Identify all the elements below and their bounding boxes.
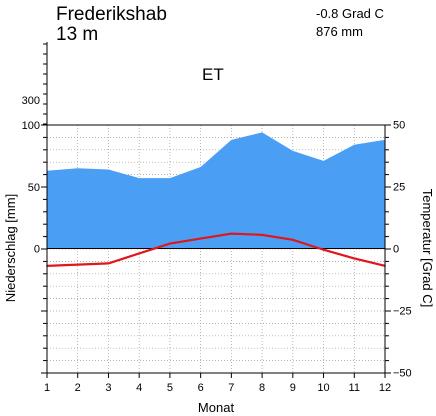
temperature-point	[292, 239, 294, 241]
temperature-point	[322, 248, 325, 251]
temperature-point	[169, 242, 171, 245]
x-tick-label: 9	[290, 382, 296, 394]
temperature-point	[230, 232, 233, 235]
right-tick-label: −50	[393, 368, 412, 380]
temperature-point	[138, 252, 140, 255]
station-name: Frederikshab	[56, 4, 167, 25]
station-elevation: 13 m	[56, 24, 98, 45]
precipitation-area	[47, 132, 385, 249]
x-tick-label: 10	[317, 382, 329, 394]
x-tick-label: 4	[136, 382, 142, 394]
right-tick-label: 0	[393, 244, 399, 256]
mean-temperature: -0.8 Grad C	[316, 6, 384, 21]
temperature-point	[353, 257, 356, 260]
y-axis-label-right: Temperatur [Grad C]	[420, 189, 435, 308]
right-tick-label: 25	[393, 182, 405, 194]
precipitation-area-fill	[47, 132, 385, 249]
right-tick-label: −25	[393, 306, 412, 318]
temperature-point	[107, 262, 110, 265]
x-tick-label: 8	[259, 382, 265, 394]
axes	[41, 42, 391, 378]
x-axis-label: Monat	[198, 400, 235, 415]
left-tick-label: 0	[34, 244, 40, 256]
annual-precipitation: 876 mm	[316, 24, 363, 39]
x-tick-label: 7	[228, 382, 234, 394]
y-axis-label-left: Niederschlag [mm]	[3, 194, 18, 302]
left-tick-label: 50	[28, 182, 40, 194]
x-tick-label: 3	[105, 382, 111, 394]
temperature-series-line	[46, 232, 386, 267]
temperature-point	[261, 234, 263, 236]
temperature-line	[46, 232, 386, 267]
x-tick-label: 5	[167, 382, 173, 394]
x-tick-label: 1	[44, 382, 50, 394]
temperature-point	[199, 237, 202, 240]
x-tick-label: 11	[349, 382, 360, 394]
left-tick-label: 100	[22, 120, 40, 132]
x-tick-label: 6	[198, 382, 204, 394]
x-tick-label: 12	[379, 382, 391, 394]
x-tick-label: 2	[75, 382, 81, 394]
left-tick-label-upper: 300	[22, 95, 40, 107]
temperature-point	[76, 263, 79, 266]
climate-class: ET	[202, 65, 224, 84]
right-tick-label: 50	[393, 120, 405, 132]
